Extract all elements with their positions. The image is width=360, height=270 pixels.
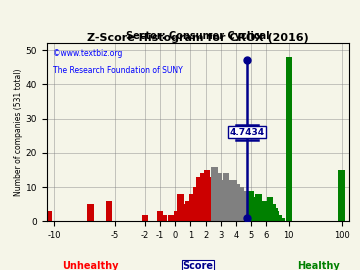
Bar: [181, 204, 188, 221]
Bar: [177, 194, 184, 221]
Bar: [246, 194, 252, 221]
Bar: [274, 215, 280, 221]
Bar: [270, 204, 276, 221]
Text: Unhealthy: Unhealthy: [62, 261, 119, 270]
Text: The Research Foundation of SUNY: The Research Foundation of SUNY: [53, 66, 183, 75]
Bar: [223, 173, 229, 221]
Bar: [87, 204, 94, 221]
Bar: [276, 215, 282, 221]
Bar: [266, 201, 272, 221]
Bar: [161, 215, 167, 221]
Bar: [259, 201, 265, 221]
Bar: [174, 211, 180, 221]
Bar: [200, 173, 207, 221]
Bar: [168, 215, 175, 221]
Text: 4.7434: 4.7434: [229, 128, 265, 137]
Bar: [208, 177, 214, 221]
Bar: [242, 191, 248, 221]
Bar: [211, 167, 218, 221]
Bar: [238, 187, 244, 221]
Bar: [248, 191, 254, 221]
Bar: [273, 211, 279, 221]
Text: Sector: Consumer Cyclical: Sector: Consumer Cyclical: [126, 31, 270, 41]
Bar: [219, 180, 225, 221]
Bar: [45, 211, 52, 221]
Bar: [264, 201, 271, 221]
Bar: [263, 204, 269, 221]
Bar: [267, 197, 274, 221]
Bar: [234, 184, 240, 221]
Bar: [269, 204, 275, 221]
Text: ©www.textbiz.org: ©www.textbiz.org: [53, 49, 122, 58]
Y-axis label: Number of companies (531 total): Number of companies (531 total): [14, 69, 23, 196]
Text: Score: Score: [183, 261, 213, 270]
Bar: [277, 218, 283, 221]
Bar: [278, 218, 285, 221]
Bar: [338, 170, 345, 221]
Bar: [105, 201, 112, 221]
Bar: [226, 180, 233, 221]
Bar: [142, 215, 148, 221]
Bar: [189, 194, 195, 221]
Bar: [271, 208, 278, 221]
Bar: [215, 173, 222, 221]
Bar: [193, 187, 199, 221]
Title: Z-Score Histogram for CROX (2016): Z-Score Histogram for CROX (2016): [87, 33, 309, 43]
Bar: [157, 211, 163, 221]
Text: Healthy: Healthy: [297, 261, 339, 270]
Bar: [185, 201, 192, 221]
Bar: [252, 197, 258, 221]
Bar: [255, 194, 262, 221]
Bar: [204, 170, 210, 221]
Bar: [285, 57, 292, 221]
Bar: [230, 180, 237, 221]
Bar: [196, 177, 203, 221]
